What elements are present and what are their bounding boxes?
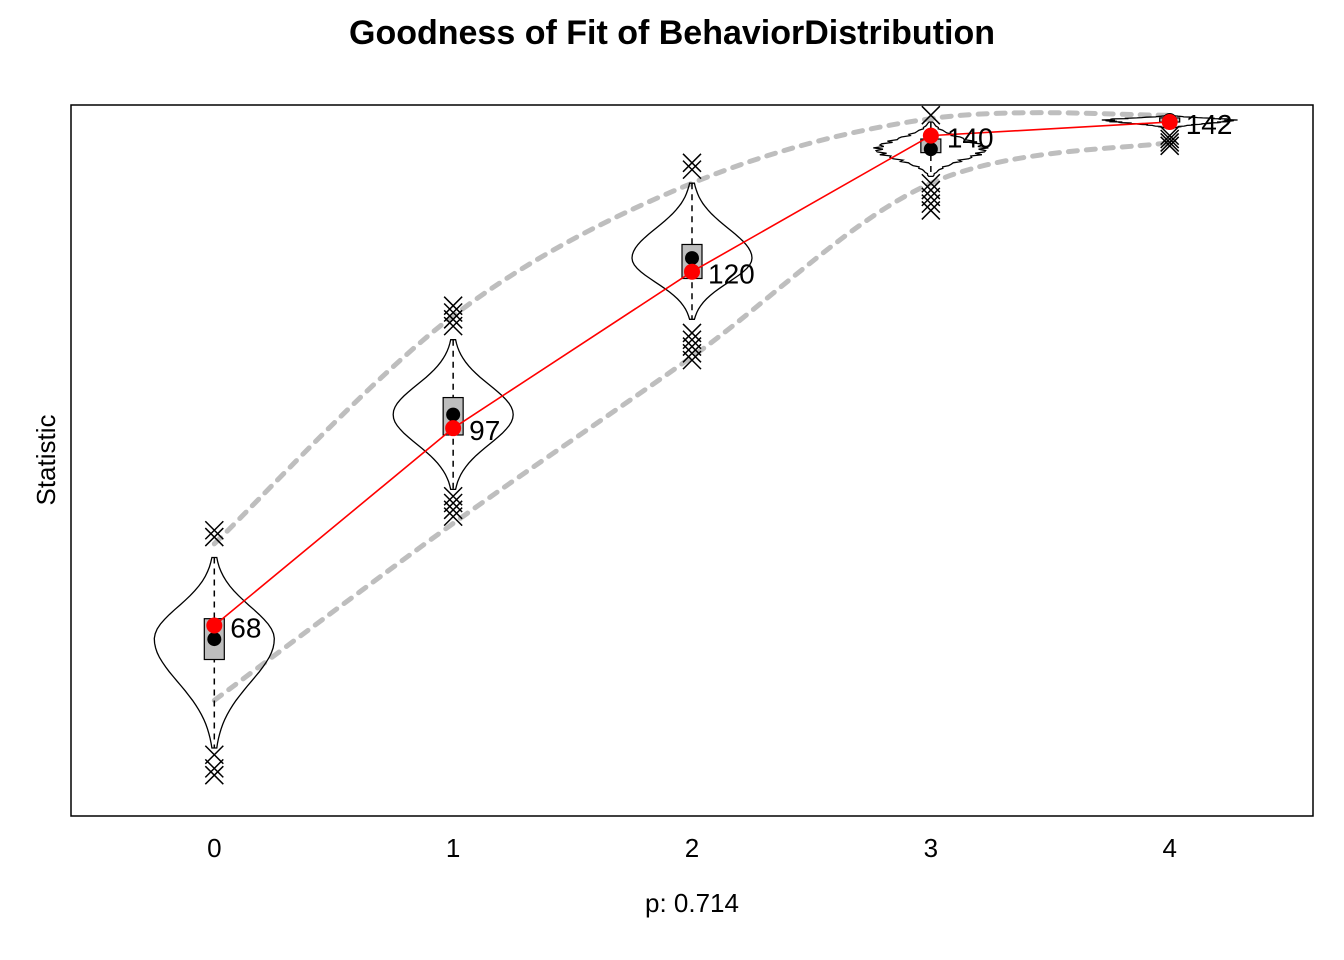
outlier-mark	[443, 316, 463, 336]
outlier-mark	[1160, 132, 1180, 152]
violin-outline	[392, 339, 514, 491]
violin-outline	[153, 556, 275, 749]
violin-outline	[631, 182, 753, 320]
outlier-mark	[204, 765, 224, 785]
median-point	[685, 251, 699, 266]
outlier-mark	[204, 758, 224, 778]
outlier-mark	[682, 330, 702, 350]
simulated-distributions	[153, 105, 1238, 785]
observed-point	[445, 420, 462, 437]
outlier-mark	[1160, 136, 1180, 156]
outlier-mark	[443, 493, 463, 513]
x-axis-label: p: 0.714	[645, 888, 739, 918]
x-axis: 0 1 2 3 4	[207, 833, 1177, 863]
outlier-mark	[682, 337, 702, 357]
observed-point	[206, 617, 223, 634]
violin-outline	[873, 121, 989, 178]
observed-value-label: 120	[708, 259, 755, 290]
observed-value-label: 142	[1186, 109, 1233, 140]
outlier-mark	[921, 200, 941, 220]
outlier-mark	[443, 309, 463, 329]
observed-point	[1161, 114, 1178, 131]
observed-value-label: 68	[230, 612, 261, 643]
outlier-mark	[921, 105, 941, 125]
outlier-mark	[682, 323, 702, 343]
outlier-mark	[204, 520, 224, 540]
median-point	[207, 632, 222, 647]
y-axis-label: Statistic	[31, 414, 61, 505]
outlier-mark	[204, 745, 224, 765]
observed-point	[922, 127, 939, 144]
outlier-mark	[443, 507, 463, 527]
x-tick-label: 2	[685, 833, 699, 863]
x-tick-label: 0	[207, 833, 221, 863]
violin-group-0	[153, 520, 275, 785]
chart-title: Goodness of Fit of BehaviorDistribution	[349, 14, 995, 52]
outlier-mark	[443, 296, 463, 316]
plot-frame	[70, 104, 1314, 817]
outlier-mark	[1160, 126, 1180, 146]
outlier-mark	[921, 194, 941, 214]
outlier-mark	[443, 500, 463, 520]
outlier-mark	[682, 343, 702, 363]
outlier-mark	[682, 153, 702, 173]
observed-point	[684, 263, 700, 280]
outlier-mark	[204, 527, 224, 547]
interval-band	[211, 110, 1173, 703]
observed-value-label: 140	[947, 123, 994, 154]
outlier-mark	[682, 160, 702, 180]
x-tick-label: 4	[1162, 833, 1176, 863]
observed-series: 68 97 120 140 142	[206, 109, 1232, 643]
outlier-mark	[682, 350, 702, 370]
violin-group-3	[873, 105, 989, 220]
x-tick-label: 1	[446, 833, 460, 863]
outlier-mark	[921, 180, 941, 200]
observed-value-label: 97	[469, 415, 500, 446]
x-tick-label: 3	[924, 833, 938, 863]
outlier-mark	[443, 486, 463, 506]
median-point	[923, 142, 938, 157]
outlier-mark	[443, 302, 463, 323]
median-point	[446, 407, 461, 422]
interval-lower-curve	[211, 139, 1173, 703]
outlier-mark	[1160, 129, 1180, 149]
outlier-mark	[921, 187, 941, 207]
interval-upper-curve	[211, 110, 1173, 547]
outlier-mark	[921, 173, 941, 193]
